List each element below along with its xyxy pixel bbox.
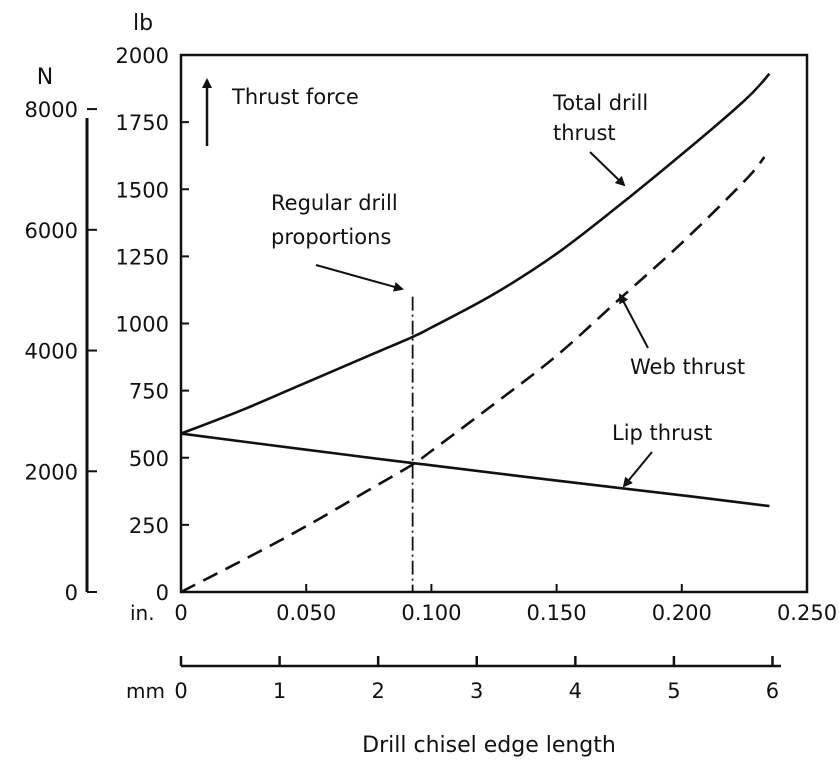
x2-tick-label: 1 <box>273 679 286 703</box>
y-tick-label: 1500 <box>116 178 169 202</box>
y-tick-label: 2000 <box>116 44 169 68</box>
total-thrust-label-line2: thrust <box>553 121 616 145</box>
y-unit-label: lb <box>133 11 153 36</box>
thrust-force-label: Thrust force <box>231 85 359 109</box>
regular-drill-label-line1: Regular drill <box>271 191 398 215</box>
lip-thrust-label: Lip thrust <box>612 421 712 445</box>
y2-tick-label: 4000 <box>25 340 78 364</box>
y-tick-label: 500 <box>129 447 169 471</box>
x-tick-label: 0 <box>174 601 187 625</box>
y2-tick-label: 6000 <box>25 219 78 243</box>
x-tick-label: 0.250 <box>777 601 837 625</box>
x2-tick-label: 0 <box>174 679 187 703</box>
series-line-web-thrust <box>180 156 766 594</box>
x2-tick-label: 3 <box>470 679 483 703</box>
x2-axis-ticks: 0 1 2 3 4 5 6 <box>174 656 779 703</box>
x2-unit-label: mm <box>126 679 165 703</box>
y-tick-label: 750 <box>129 380 169 404</box>
y2-unit-label: N <box>37 65 53 90</box>
y-axis-ticks: 0 250 500 750 1000 1250 1500 1750 2000 <box>116 44 189 605</box>
y2-axis-ticks: 0 2000 4000 6000 8000 <box>25 98 97 605</box>
series-group <box>180 72 771 594</box>
y2-tick-label: 8000 <box>25 98 78 122</box>
x2-tick-label: 6 <box>766 679 779 703</box>
plot-frame <box>179 53 809 594</box>
y-tick-label: 1750 <box>116 111 169 135</box>
series-line-lip-thrust <box>180 432 770 508</box>
x-tick-label: 0.100 <box>401 601 461 625</box>
x-tick-label: 0.050 <box>276 601 336 625</box>
regular-drill-label-line2: proportions <box>271 225 391 249</box>
y-tick-label: 1250 <box>116 245 169 269</box>
y-tick-label: 1000 <box>116 313 169 337</box>
total-thrust-label-line1: Total drill <box>552 91 648 115</box>
web-thrust-arrow <box>619 293 649 349</box>
x-axis-ticks: 0 0.050 0.100 0.150 0.200 0.250 <box>174 584 837 625</box>
y2-tick-label: 0 <box>65 581 78 605</box>
x-tick-label: 0.150 <box>527 601 587 625</box>
total-thrust-arrow <box>589 151 626 187</box>
web-thrust-label: Web thrust <box>630 355 745 379</box>
lip-thrust-arrow <box>622 451 653 488</box>
x-tick-label: 0.200 <box>652 601 712 625</box>
x2-tick-label: 2 <box>371 679 384 703</box>
regular-drill-arrow <box>315 264 404 292</box>
x2-tick-label: 5 <box>667 679 680 703</box>
x2-tick-label: 4 <box>569 679 582 703</box>
x-unit-label: in. <box>130 601 155 625</box>
y2-tick-label: 2000 <box>25 460 78 484</box>
x-axis-title: Drill chisel edge length <box>362 733 616 758</box>
y-tick-label: 250 <box>129 514 169 538</box>
y-tick-label: 0 <box>156 581 169 605</box>
series-line-total-drill-thrust <box>180 72 771 435</box>
